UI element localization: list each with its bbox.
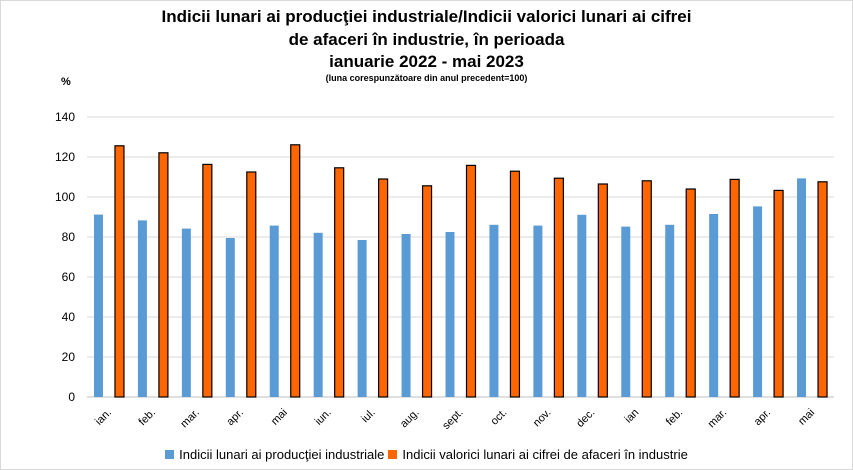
bar-turnover [641,180,652,398]
bar-production [225,238,235,397]
x-tick-label: mar. [178,407,202,431]
legend-label-production: Indicii lunari ai producţiei industriale [179,447,385,462]
x-tick-label: iul. [359,407,377,425]
bar-production [797,178,807,397]
legend-item-turnover: Indicii valorici lunari ai cifrei de afa… [388,447,688,462]
bar-turnover [421,185,433,398]
chart-title-line-2: de afaceri în industrie, în perioada [288,30,565,49]
bar-turnover [246,171,257,398]
bar-production [137,220,147,397]
legend-swatch-turnover [388,450,398,459]
x-tick-label: ian [623,407,642,426]
bar-production [709,214,719,397]
y-tick-label: 120 [55,150,75,164]
x-tick-label: ian. [93,407,114,428]
y-tick-label: 100 [55,190,75,204]
x-tick-label: nov. [531,407,554,430]
bar-turnover [158,152,169,398]
bar-production [621,226,631,397]
bar-turnover [817,181,828,398]
y-tick-label: 60 [62,270,76,284]
y-axis-unit-label: % [61,76,71,88]
bar-production [665,224,675,397]
x-tick-label: feb. [664,407,685,428]
bar-turnover [509,170,521,398]
bar-turnover [114,145,125,398]
bar-production [357,240,367,397]
chart-title-line-1: Indicii lunari ai producţiei industriale… [161,7,692,26]
bar-turnover [729,178,740,398]
bar-production [93,214,103,397]
x-tick-label: mai [796,407,817,428]
bar-turnover [553,177,564,398]
bar-turnover [378,178,389,398]
bar-turnover [773,189,784,398]
bar-production [533,225,543,397]
chart-subtitle: (luna corespunzătoare din anul precedent… [325,73,528,83]
x-tick-label: iun. [313,407,334,428]
x-tick-label: mai [269,407,290,428]
bar-production [753,206,763,397]
bar-production [313,232,323,397]
chart-title-line-3: ianuarie 2022 - mai 2023 [329,52,524,71]
x-tick-label: oct. [489,407,510,428]
x-tick-label: apr. [752,407,773,428]
bar-production [269,225,279,397]
y-tick-label: 140 [55,110,75,124]
x-tick-label: dec. [574,407,597,430]
bar-turnover [685,188,696,398]
x-tick-label: aug. [398,407,422,431]
bar-turnover [597,183,608,398]
bar-production [489,224,499,397]
legend-item-production: Indicii lunari ai producţiei industriale [165,447,384,462]
y-tick-label: 80 [62,230,76,244]
y-tick-label: 20 [62,350,76,364]
x-tick-label: mar. [706,407,730,431]
legend-label-turnover: Indicii valorici lunari ai cifrei de afa… [402,447,688,462]
legend: Indicii lunari ai producţiei industriale… [1,447,852,462]
bar-turnover [465,164,477,398]
bar-production [181,228,191,397]
x-tick-label: apr. [224,407,245,428]
y-tick-label: 0 [68,390,75,404]
legend-swatch-production [165,450,175,459]
y-tick-label: 40 [62,310,76,324]
x-tick-label: sept. [440,407,465,432]
x-tick-label: feb. [137,407,158,428]
bar-production [577,214,587,397]
bar-turnover [334,167,345,398]
bar-turnover [290,144,301,398]
bar-production [445,232,455,397]
bar-production [401,234,411,397]
bar-turnover [202,163,213,398]
